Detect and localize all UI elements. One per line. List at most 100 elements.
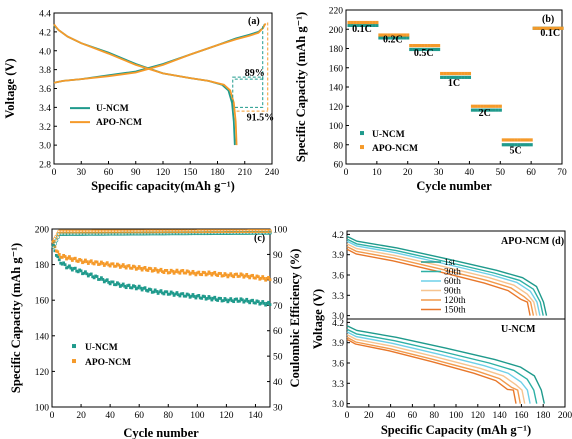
panel-c-point-apo (142, 266, 145, 270)
panel-b-point-u (372, 23, 376, 27)
panel-c-point-u (101, 278, 105, 281)
panel-c-point-u (255, 299, 259, 303)
panel-b-y-tick-label: 120 (329, 103, 344, 113)
panel-c-point-apo (256, 275, 260, 279)
panel-c-point-u (194, 296, 198, 300)
panel-c-point-apo (76, 260, 80, 263)
panel-d-x-tick-label: 20 (364, 411, 374, 421)
panel-c-point-u (97, 278, 100, 281)
panel-c-point-u (187, 293, 191, 297)
panel-c-point-u (209, 296, 212, 300)
panel-c-point-u (226, 300, 230, 304)
panel-c-point-apo (139, 266, 143, 270)
panel-c-point-apo (198, 273, 202, 276)
panel-c-point-apo (230, 274, 234, 278)
panel-c-point-apo (197, 270, 201, 274)
panel-c-point-apo (134, 267, 138, 271)
panel-d-x-tick-label: 40 (386, 411, 396, 421)
panel-a-annotation-89: 89% (245, 68, 265, 79)
panel-c-point-u (191, 293, 195, 296)
panel-c-point-u (95, 275, 99, 278)
panel-c-point-apo (182, 271, 186, 275)
panel-d-y1-tick-label: 3.9 (332, 339, 344, 349)
panel-b-x-tick-label: 50 (496, 168, 506, 178)
panel-c-point-apo (216, 274, 220, 277)
panel-c-point-apo (130, 266, 134, 270)
panel-c-point-u (76, 270, 80, 274)
panel-b-point-u (415, 47, 419, 52)
panel-c-point-apo (166, 271, 170, 275)
panel-c-x-tick-label: 140 (248, 411, 263, 421)
panel-b-ylabel: Specific Capacity (mAh g⁻¹) (294, 12, 308, 162)
panel-b-point-u (406, 36, 410, 40)
panel-b-point-u (424, 47, 428, 52)
panel-b-point-apo (492, 104, 496, 108)
panel-b-point-u (366, 23, 370, 27)
panel-c-point-u (249, 299, 253, 303)
panel-c-point-u (216, 299, 220, 302)
panel-c-point-apo (131, 264, 135, 268)
panel-c-point-u (84, 270, 87, 274)
panel-b-y-tick-label: 100 (329, 122, 344, 132)
panel-c-point-u (201, 294, 205, 298)
panel-d-y0-tick-label: 3.9 (332, 251, 344, 261)
panel-c-point-u (140, 288, 144, 292)
panel-a-ylabel: Voltage (V) (3, 58, 17, 118)
panel-a-annotation-box-u (232, 76, 264, 108)
panel-c-point-u (188, 295, 192, 299)
panel-c-point-u (220, 299, 224, 303)
panel-d-x-tick-label: 140 (492, 411, 507, 421)
panel-c-point-u (91, 275, 95, 279)
panel-b-point-apo (424, 44, 428, 48)
panel-c-y-tick-label: 160 (35, 297, 50, 307)
panel-b-point-u (495, 108, 499, 112)
panel-b-point-u (526, 143, 530, 147)
panel-c-point-u (217, 296, 221, 300)
panel-c-point-u (211, 296, 215, 300)
panel-c-point-apo (245, 272, 249, 276)
panel-b-point-apo (399, 33, 404, 37)
panel-b-point-u (446, 75, 450, 79)
panel-c-point-u (193, 295, 196, 298)
panel-a-y-tick-label: 3.8 (39, 66, 51, 76)
panel-b-point-u (461, 75, 465, 79)
panel-d-sublabel-0: APO-NCM (d) (501, 236, 564, 247)
panel-d-y0-tick-label: 3.3 (332, 292, 344, 302)
panel-a-x-tick-label: 150 (183, 168, 198, 178)
panel-c-x-tick-label: 20 (76, 411, 86, 421)
panel-b-point-u (480, 108, 484, 112)
panel-a-legend-label: APO-NCM (96, 118, 142, 128)
panel-b-point-u (511, 143, 515, 147)
panel-b-point-apo (443, 71, 447, 76)
panel-b-point-u (455, 75, 459, 79)
panel-b-point-apo (486, 104, 490, 108)
panel-a-x-tick-label: 180 (210, 168, 225, 178)
panel-c-point-apo (102, 264, 106, 267)
panel-b-point-apo (403, 33, 407, 37)
panel-a-y-tick-label: 2.8 (39, 161, 51, 171)
panel-c-point-u (197, 293, 201, 297)
panel-c-point-apo (75, 259, 79, 263)
panel-b-point-u (387, 36, 391, 40)
panel-c-point-apo (209, 272, 212, 275)
panel-b-y-tick-label: 140 (329, 84, 344, 94)
panel-b-point-apo (551, 26, 555, 30)
panel-c-point-apo (175, 268, 179, 272)
panel-c-point-u (265, 301, 269, 305)
panel-c-point-apo (145, 268, 148, 272)
panel-c-point-apo (264, 278, 268, 282)
panel-d-y0-tick-label: 4.2 (332, 231, 344, 241)
panel-b-point-apo (548, 26, 552, 30)
panel-b-point-apo (366, 20, 370, 25)
panel-c-point-apo (56, 250, 60, 254)
panel-d-curve-30th (346, 328, 538, 404)
panel-c-point-u (118, 285, 122, 288)
panel-b-point-u (467, 75, 472, 79)
panel-c-point-apo (220, 274, 224, 278)
panel-c-point-apo (136, 266, 140, 270)
panel-c-y2-tick-label: 50 (273, 353, 283, 363)
panel-c-point-apo (156, 270, 160, 274)
panel-a-label: (a) (248, 16, 260, 27)
panel-c-point-apo (110, 262, 113, 266)
panel-c-point-apo (268, 278, 272, 282)
